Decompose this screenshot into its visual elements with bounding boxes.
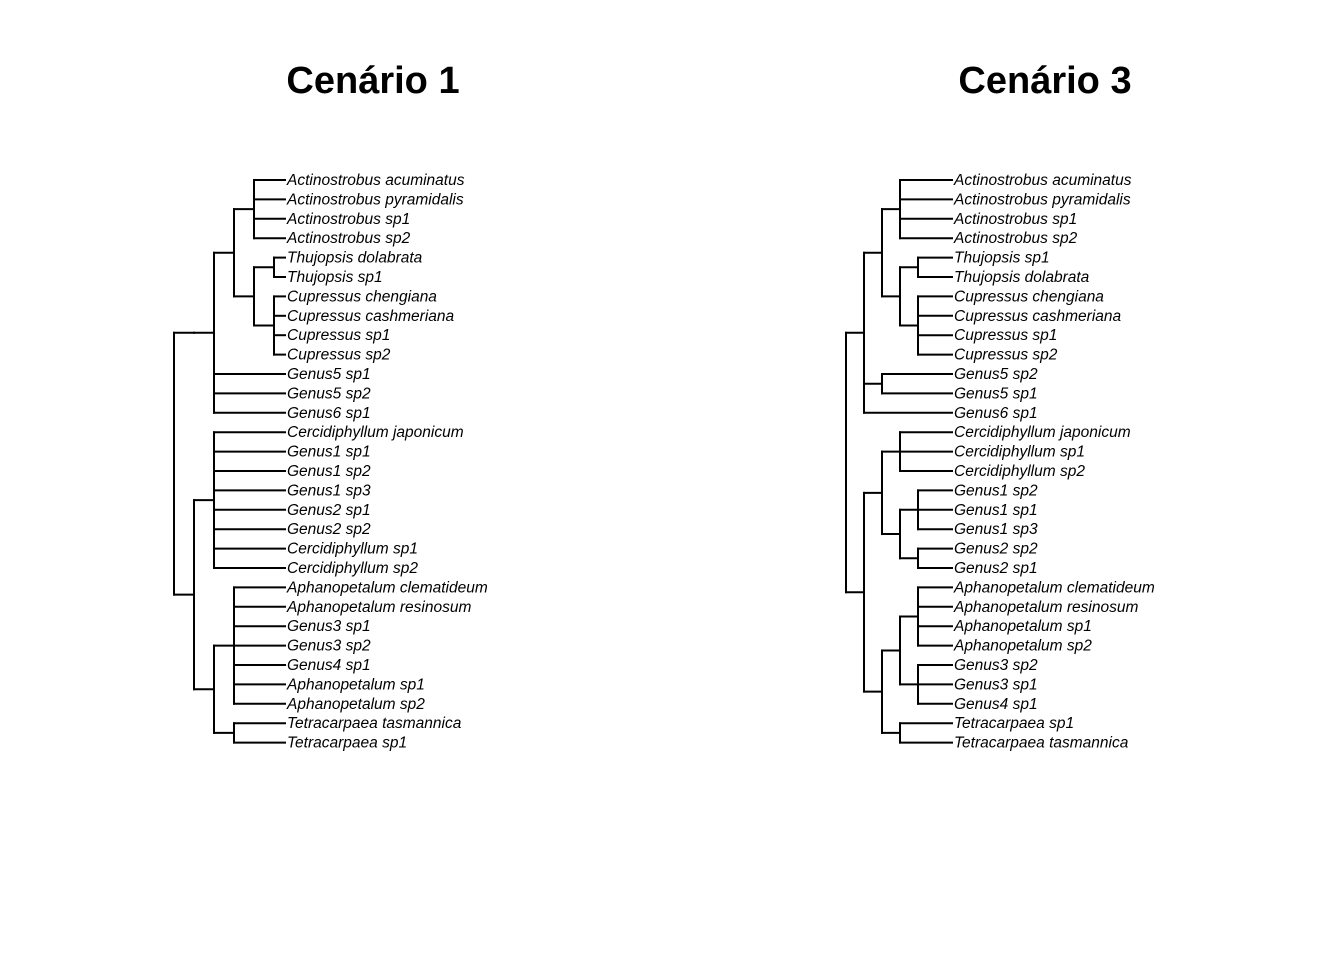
tip-label-thujopsis-dolabrata: Thujopsis dolabrata — [287, 250, 423, 267]
tip-label-thujopsis-sp1: Thujopsis sp1 — [954, 250, 1050, 267]
tip-label-genus4-sp1: Genus4 sp1 — [287, 657, 371, 674]
tip-label-aphanopetalum-resinosum: Aphanopetalum resinosum — [953, 599, 1138, 616]
phylogenetic-tree-cenario-3: Actinostrobus acuminatus Actinostrobus py… — [845, 172, 1155, 752]
tip-label-genus2-sp1: Genus2 sp1 — [954, 560, 1038, 577]
tip-label-genus2-sp1: Genus2 sp1 — [287, 502, 371, 519]
tip-label-cupressus-sp1: Cupressus sp1 — [954, 327, 1057, 344]
tip-label-cupressus-sp2: Cupressus sp2 — [954, 347, 1058, 364]
tip-label-genus2-sp2: Genus2 sp2 — [954, 541, 1038, 558]
tip-label-cercidiphyllum-sp2: Cercidiphyllum sp2 — [954, 463, 1085, 480]
tip-label-tetracarpaea-sp1: Tetracarpaea sp1 — [287, 735, 407, 752]
tip-label-genus4-sp1: Genus4 sp1 — [954, 696, 1038, 713]
tip-label-actinostrobus-pyramidalis: Actinostrobus pyramidalis — [286, 191, 464, 208]
tip-label-genus6-sp1: Genus6 sp1 — [287, 405, 371, 422]
tip-label-thujopsis-sp1: Thujopsis sp1 — [287, 269, 383, 286]
tip-label-genus6-sp1: Genus6 sp1 — [954, 405, 1038, 422]
tip-label-cupressus-cashmeriana: Cupressus cashmeriana — [954, 308, 1122, 325]
tip-label-aphanopetalum-clematideum: Aphanopetalum clematideum — [953, 579, 1155, 596]
panel-cenario-1: Cenário 1 Actinostrobus acuminatusActino… — [173, 60, 488, 752]
tip-label-cupressus-sp1: Cupressus sp1 — [287, 327, 390, 344]
tip-label-actinostrobus-sp1: Actinostrobus sp1 — [286, 211, 410, 228]
tip-label-actinostrobus-sp2: Actinostrobus sp2 — [286, 230, 411, 247]
tip-label-genus3-sp2: Genus3 sp2 — [287, 638, 371, 655]
tip-label-genus2-sp2: Genus2 sp2 — [287, 521, 371, 538]
tip-label-genus1-sp2: Genus1 sp2 — [287, 463, 371, 480]
tip-label-aphanopetalum-sp1: Aphanopetalum sp1 — [286, 676, 425, 693]
tip-label-cupressus-sp2: Cupressus sp2 — [287, 347, 391, 364]
panel-title-cenario-3: Cenário 3 — [958, 60, 1131, 102]
tip-label-aphanopetalum-sp2: Aphanopetalum sp2 — [286, 696, 425, 713]
tip-label-cupressus-cashmeriana: Cupressus cashmeriana — [287, 308, 455, 325]
tip-label-tetracarpaea-tasmannica: Tetracarpaea tasmannica — [287, 715, 462, 732]
tip-label-actinostrobus-acuminatus: Actinostrobus acuminatus — [286, 172, 465, 189]
tip-label-genus1-sp3: Genus1 sp3 — [954, 521, 1038, 538]
tip-label-genus5-sp1: Genus5 sp1 — [954, 385, 1038, 402]
tip-label-genus5-sp2: Genus5 sp2 — [287, 385, 371, 402]
tip-label-genus5-sp2: Genus5 sp2 — [954, 366, 1038, 383]
panel-title-cenario-1: Cenário 1 — [286, 60, 459, 102]
tip-label-actinostrobus-acuminatus: Actinostrobus acuminatus — [953, 172, 1132, 189]
tip-label-actinostrobus-pyramidalis: Actinostrobus pyramidalis — [953, 191, 1131, 208]
tip-label-aphanopetalum-resinosum: Aphanopetalum resinosum — [286, 599, 471, 616]
tip-label-genus1-sp2: Genus1 sp2 — [954, 482, 1038, 499]
tip-label-cercidiphyllum-japonicum: Cercidiphyllum japonicum — [954, 424, 1131, 441]
tip-label-actinostrobus-sp1: Actinostrobus sp1 — [953, 211, 1077, 228]
tip-label-thujopsis-dolabrata: Thujopsis dolabrata — [954, 269, 1090, 286]
tip-label-actinostrobus-sp2: Actinostrobus sp2 — [953, 230, 1078, 247]
tip-label-genus3-sp1: Genus3 sp1 — [954, 676, 1038, 693]
tip-label-cercidiphyllum-sp1: Cercidiphyllum sp1 — [954, 444, 1085, 461]
tip-label-cercidiphyllum-sp1: Cercidiphyllum sp1 — [287, 541, 418, 558]
tip-label-tetracarpaea-tasmannica: Tetracarpaea tasmannica — [954, 735, 1129, 752]
tip-label-genus1-sp1: Genus1 sp1 — [954, 502, 1038, 519]
tip-label-cercidiphyllum-japonicum: Cercidiphyllum japonicum — [287, 424, 464, 441]
tip-label-genus3-sp1: Genus3 sp1 — [287, 618, 371, 635]
tip-label-genus1-sp3: Genus1 sp3 — [287, 482, 371, 499]
tip-label-cupressus-chengiana: Cupressus chengiana — [287, 288, 437, 305]
tip-label-cercidiphyllum-sp2: Cercidiphyllum sp2 — [287, 560, 418, 577]
tip-label-aphanopetalum-sp2: Aphanopetalum sp2 — [953, 638, 1092, 655]
panel-cenario-3: Cenário 3 Actinostrobus acuminatusActino… — [845, 60, 1155, 752]
phylogenetic-tree-cenario-1: Actinostrobus acuminatus Actinostrobus py… — [173, 172, 488, 752]
tip-label-aphanopetalum-sp1: Aphanopetalum sp1 — [953, 618, 1092, 635]
tip-label-genus5-sp1: Genus5 sp1 — [287, 366, 371, 383]
tip-label-genus1-sp1: Genus1 sp1 — [287, 444, 371, 461]
tip-label-aphanopetalum-clematideum: Aphanopetalum clematideum — [286, 579, 488, 596]
tip-label-tetracarpaea-sp1: Tetracarpaea sp1 — [954, 715, 1074, 732]
tip-label-cupressus-chengiana: Cupressus chengiana — [954, 288, 1104, 305]
tip-label-genus3-sp2: Genus3 sp2 — [954, 657, 1038, 674]
